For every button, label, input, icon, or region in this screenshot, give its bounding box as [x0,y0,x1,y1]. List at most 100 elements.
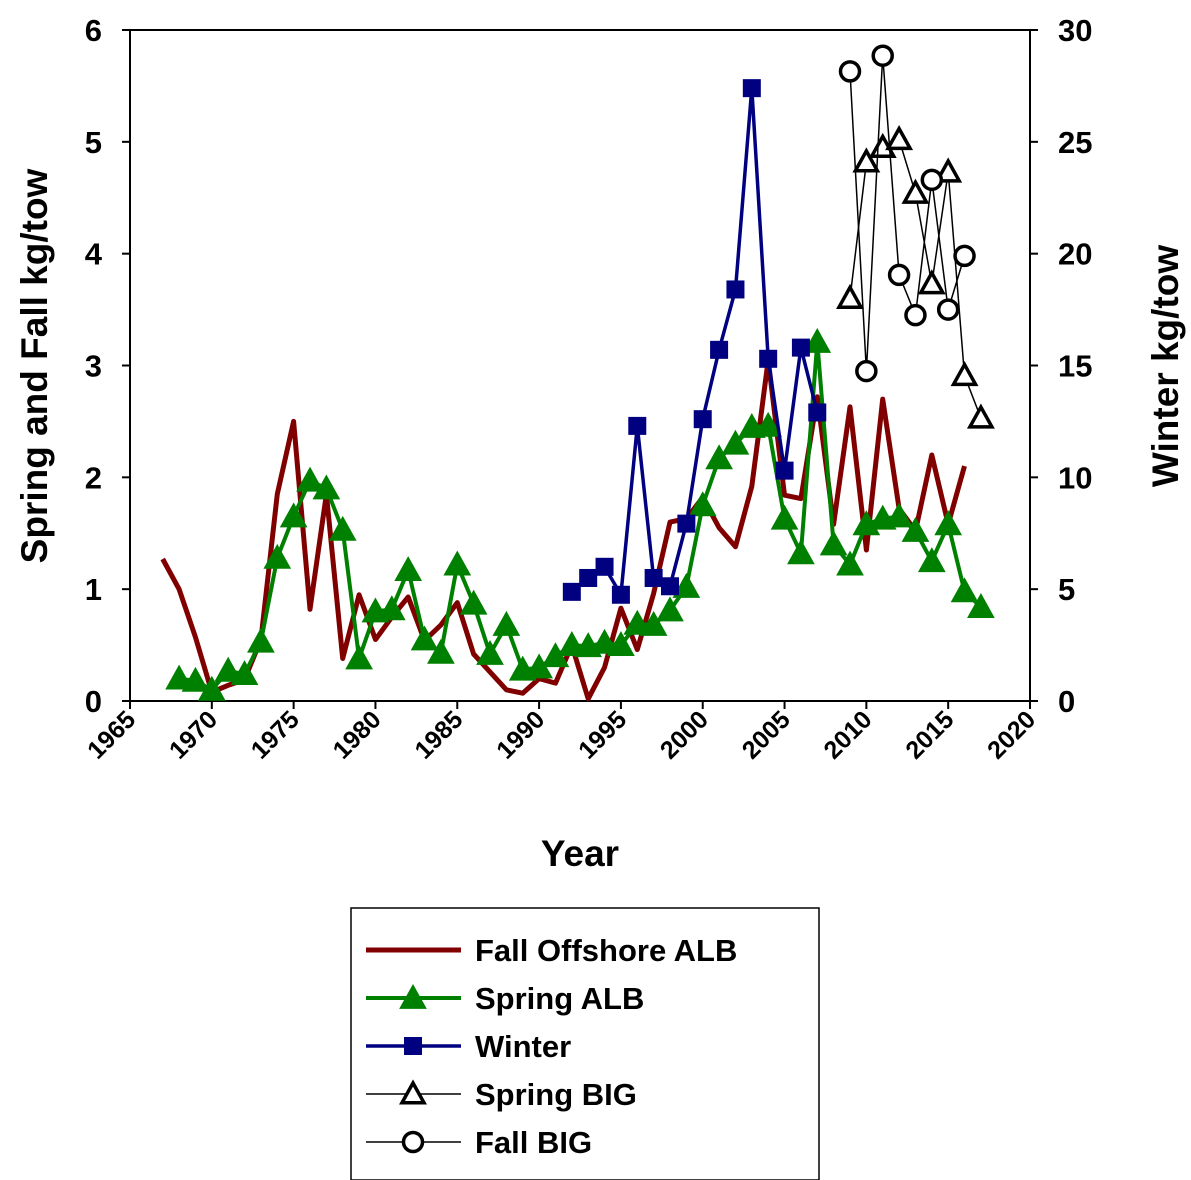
data-point [754,411,783,437]
y-right-tick-label: 25 [1058,125,1092,160]
x-tick-label: 1975 [246,705,305,764]
data-point [742,79,761,98]
data-point [917,269,946,295]
y-left-tick-label: 2 [85,460,102,495]
data-point [328,515,357,541]
y-right-tick-label: 10 [1058,460,1092,495]
data-point [855,359,878,383]
x-tick-label: 2000 [655,705,714,764]
data-point [934,157,963,183]
data-point [214,656,243,682]
data-point [838,60,862,83]
data-point [590,628,619,654]
legend-item: Spring ALB [366,981,644,1016]
legend-items: Fall Offshore ALB Spring ALB Winter Spring … [366,933,737,1160]
data-point [887,263,911,287]
data-point [492,610,521,636]
y-right-tick-label: 15 [1058,349,1092,384]
y-right-axis-ticks: 0 5 10 15 20 25 30 [1030,13,1092,719]
x-tick-label: 1980 [328,705,387,764]
data-point [966,403,995,429]
x-tick-label: 2020 [982,705,1041,764]
data-point [967,593,995,618]
legend-swatch-marker [399,1079,427,1105]
data-point [705,444,733,470]
data-point [394,556,423,582]
y-right-axis-title: Winter kg/tow [1145,245,1186,487]
data-point [562,582,581,601]
data-point [677,514,696,533]
data-point [920,168,944,192]
data-point [345,644,373,670]
data-point [726,280,745,299]
data-point [901,516,930,542]
data-point [693,410,712,429]
data-point [672,572,701,598]
y-right-tick-label: 0 [1058,684,1075,719]
y-left-tick-label: 0 [85,684,102,719]
data-point [803,327,832,353]
data-point [710,340,729,359]
legend-item: Fall BIG [366,1125,592,1160]
data-point [247,627,275,653]
data-point [263,543,292,569]
data-point [230,660,259,686]
legend-item: Fall Offshore ALB [366,933,737,968]
data-point [623,609,652,635]
data-point [579,568,598,587]
data-point [459,589,488,615]
data-point [808,403,827,422]
series-spring-alb [165,327,995,701]
data-point [836,283,864,309]
x-tick-label: 1985 [409,705,468,764]
data-point [644,568,663,587]
y-left-tick-label: 3 [85,349,102,384]
x-tick-label: 1995 [573,705,632,764]
data-point [721,429,750,455]
data-point [296,466,324,492]
legend-label: Fall Offshore ALB [475,933,737,968]
data-point [885,124,914,151]
data-point [476,640,504,665]
data-point [595,557,614,576]
y-left-tick-label: 5 [85,125,102,160]
data-point [181,666,210,692]
y-right-tick-label: 5 [1058,572,1075,607]
y-left-axis-title: Spring and Fall kg/tow [14,168,55,563]
data-point [775,461,794,480]
data-point [885,502,913,528]
data-point [557,631,586,656]
data-point [410,625,439,651]
x-tick-label: 2010 [818,705,877,764]
legend-swatch-marker [399,983,427,1009]
x-tick-label: 2005 [737,705,796,764]
legend-label: Spring BIG [475,1077,637,1112]
data-point [656,596,684,622]
data-point [936,298,960,321]
data-point [427,638,455,664]
x-tick-label: 1970 [164,705,223,764]
y-left-tick-label: 6 [85,13,102,48]
data-point [904,303,927,327]
x-tick-label: 1990 [491,705,550,764]
data-point [607,631,635,656]
data-point [950,360,979,387]
data-point [934,510,963,536]
data-point [661,577,679,596]
legend-swatch-marker [401,1130,425,1154]
y-left-axis-ticks: 0 1 2 3 4 5 6 [85,13,130,719]
data-point [901,178,930,204]
legend-box [350,907,820,1180]
data-point [443,550,472,576]
y-left-tick-label: 4 [85,237,103,272]
legend-swatch-marker [404,1037,422,1055]
series-line [570,86,819,597]
legend-label: Spring ALB [475,981,644,1016]
series-line [849,54,966,372]
data-point [852,147,881,173]
data-point [836,550,864,576]
series-winter [562,79,827,604]
legend-label: Winter [475,1029,571,1064]
data-point [787,539,815,565]
legend-item: Winter [366,1029,571,1064]
